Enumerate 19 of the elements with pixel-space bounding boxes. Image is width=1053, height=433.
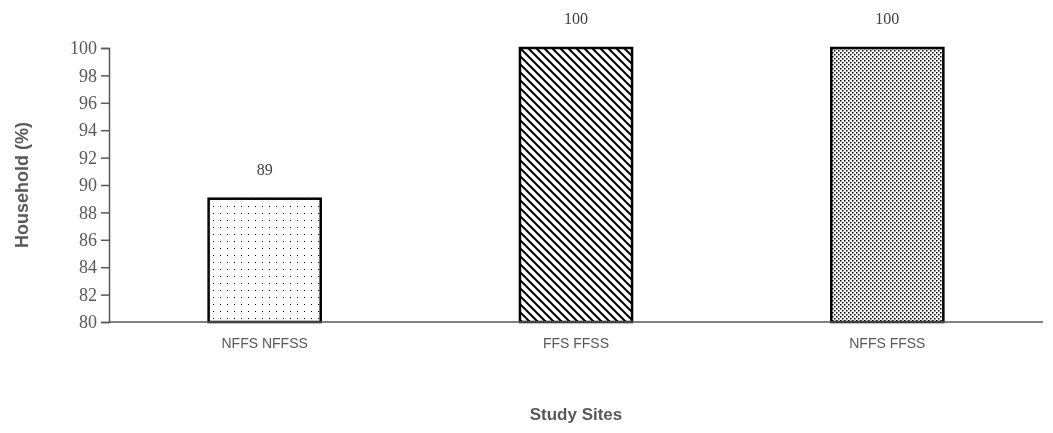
- y-tick-label: 88: [79, 202, 97, 223]
- y-tick-label: 92: [79, 147, 97, 168]
- y-tick-label: 86: [79, 230, 97, 251]
- y-tick-label: 94: [79, 120, 97, 141]
- y-tick-label: 90: [79, 175, 97, 196]
- x-tick-label: NFFS FFSS: [849, 334, 926, 351]
- x-tick-label: FFS FFSS: [542, 334, 610, 351]
- y-tick-label: 80: [79, 312, 97, 333]
- y-tick-label: 98: [79, 65, 97, 86]
- y-tick-label: 100: [70, 38, 97, 59]
- x-tick-label: NFFS NFFSS: [221, 334, 308, 351]
- y-tick-label: 84: [79, 257, 97, 278]
- data-label: 100: [875, 10, 900, 27]
- data-label: 100: [564, 10, 588, 27]
- y-tick-label: 96: [79, 93, 97, 114]
- data-label: 89: [256, 160, 273, 178]
- x-axis-title: Study Sites: [529, 405, 623, 424]
- y-axis-title: Household (%): [12, 122, 32, 248]
- y-tick-label: 82: [79, 284, 97, 305]
